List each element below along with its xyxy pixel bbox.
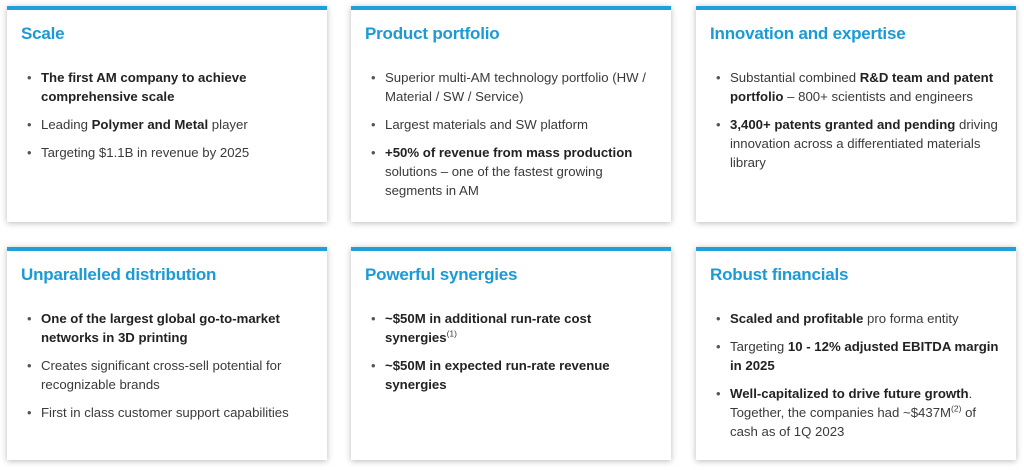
bullet-icon: • <box>27 70 32 85</box>
bold-text: ~$50M in additional run-rate cost synerg… <box>385 311 592 345</box>
text: of cash as of 1Q 2023 <box>730 405 977 439</box>
bold-text: 10 - 12% adjusted EBITDA margin in 2025 <box>730 339 999 373</box>
list-item: • The first AM company to achieve compreh… <box>21 68 315 106</box>
list-item: • +50% of revenue from mass production so… <box>365 143 659 200</box>
list-item: • Targeting $1.1B in revenue by 2025 <box>21 143 315 162</box>
text: player <box>208 117 248 132</box>
bold-text: R&D team and patent portfolio <box>730 70 994 104</box>
card-powerful-synergies: Powerful synergies • ~$50M in additional … <box>351 247 671 460</box>
bullet-icon: • <box>716 311 721 326</box>
bullet-icon: • <box>371 70 376 85</box>
card-robust-financials: Robust financials • Scaled and profitable… <box>696 247 1016 460</box>
card-title: Scale <box>21 24 65 43</box>
list-item: • Well-capitalized to drive future growth… <box>710 384 1004 441</box>
bullet-icon: • <box>371 117 376 132</box>
bold-text: The first AM company to achieve comprehe… <box>41 70 247 104</box>
bullet-icon: • <box>371 145 376 160</box>
card-title: Robust financials <box>710 265 849 284</box>
list-item: • One of the largest global go-to-market … <box>21 309 315 347</box>
list-item: • Creates significant cross-sell potentia… <box>21 356 315 394</box>
list-item: • Substantial combined R&D team and paten… <box>710 68 1004 106</box>
bullet-icon: • <box>27 117 32 132</box>
card-title: Powerful synergies <box>365 265 518 284</box>
bullet-icon: • <box>27 405 32 420</box>
bullet-icon: • <box>371 358 376 373</box>
list-item: • Scaled and profitable pro forma entity <box>710 309 1004 328</box>
text: Targeting <box>730 339 788 354</box>
bold-text: +50% of revenue from mass production <box>385 145 633 160</box>
list-item: • Leading Polymer and Metal player <box>21 115 315 134</box>
bullet-icon: • <box>27 145 32 160</box>
card-product-portfolio: Product portfolio • Superior multi-AM tec… <box>351 6 671 222</box>
text: Largest materials and SW platform <box>385 117 589 132</box>
text: pro forma entity <box>863 311 959 326</box>
list-item: • First in class customer support capabil… <box>21 403 315 422</box>
bold-text: Polymer and Metal <box>91 117 209 132</box>
card-innovation-expertise: Innovation and expertise • Substantial co… <box>696 6 1016 222</box>
card-title: Unparalleled distribution <box>21 265 217 284</box>
text: Substantial combined <box>730 70 860 85</box>
bullet-icon: • <box>716 386 721 401</box>
list-item: • ~$50M in expected run-rate revenue syne… <box>365 356 659 394</box>
footnote-marker: (1) <box>446 328 457 339</box>
text: . Together, the companies had ~$437M <box>730 386 973 420</box>
bullet-icon: • <box>716 70 721 85</box>
bold-text: 3,400+ patents granted and pending <box>730 117 956 132</box>
bullet-icon: • <box>27 358 32 373</box>
list-item: • Targeting 10 - 12% adjusted EBITDA marg… <box>710 337 1004 375</box>
text: Leading <box>41 117 92 132</box>
text: – 800+ scientists and engineers <box>783 89 973 104</box>
text: First in class customer support capabili… <box>41 405 289 420</box>
list-item: • Superior multi-AM technology portfolio … <box>365 68 659 106</box>
bold-text: Well-capitalized to drive future growth <box>730 386 969 401</box>
card-scale: Scale • The first AM company to achieve c… <box>7 6 327 222</box>
bullet-list: • Scaled and profitable pro forma entity … <box>710 309 1004 441</box>
bold-text: Scaled and profitable <box>730 311 864 326</box>
text: Superior multi-AM technology portfolio (… <box>385 70 646 104</box>
list-item: • ~$50M in additional run-rate cost syner… <box>365 309 659 347</box>
card-unparalleled-distribution: Unparalleled distribution • One of the la… <box>7 247 327 460</box>
bullet-list: • One of the largest global go-to-market … <box>21 309 315 422</box>
bullet-icon: • <box>27 311 32 326</box>
bold-text: ~$50M in expected run-rate revenue syner… <box>385 358 610 392</box>
text: Creates significant cross-sell potential… <box>41 358 282 392</box>
card-title: Product portfolio <box>365 24 500 43</box>
bullet-list: • ~$50M in additional run-rate cost syner… <box>365 309 659 394</box>
text: driving innovation across a differentiat… <box>730 117 998 170</box>
bullet-list: • The first AM company to achieve compreh… <box>21 68 315 162</box>
bullet-icon: • <box>716 117 721 132</box>
list-item: • 3,400+ patents granted and pending driv… <box>710 115 1004 172</box>
text: solutions – one of the fastest growing s… <box>385 164 603 198</box>
bullet-icon: • <box>716 339 721 354</box>
bullet-list: • Substantial combined R&D team and paten… <box>710 68 1004 172</box>
list-item: • Largest materials and SW platform <box>365 115 659 134</box>
card-title: Innovation and expertise <box>710 24 906 43</box>
bullet-list: • Superior multi-AM technology portfolio … <box>365 68 659 200</box>
bold-text: One of the largest global go-to-market n… <box>41 311 280 345</box>
text: Targeting $1.1B in revenue by 2025 <box>41 145 250 160</box>
footnote-marker: (2) <box>951 403 962 414</box>
bullet-icon: • <box>371 311 376 326</box>
